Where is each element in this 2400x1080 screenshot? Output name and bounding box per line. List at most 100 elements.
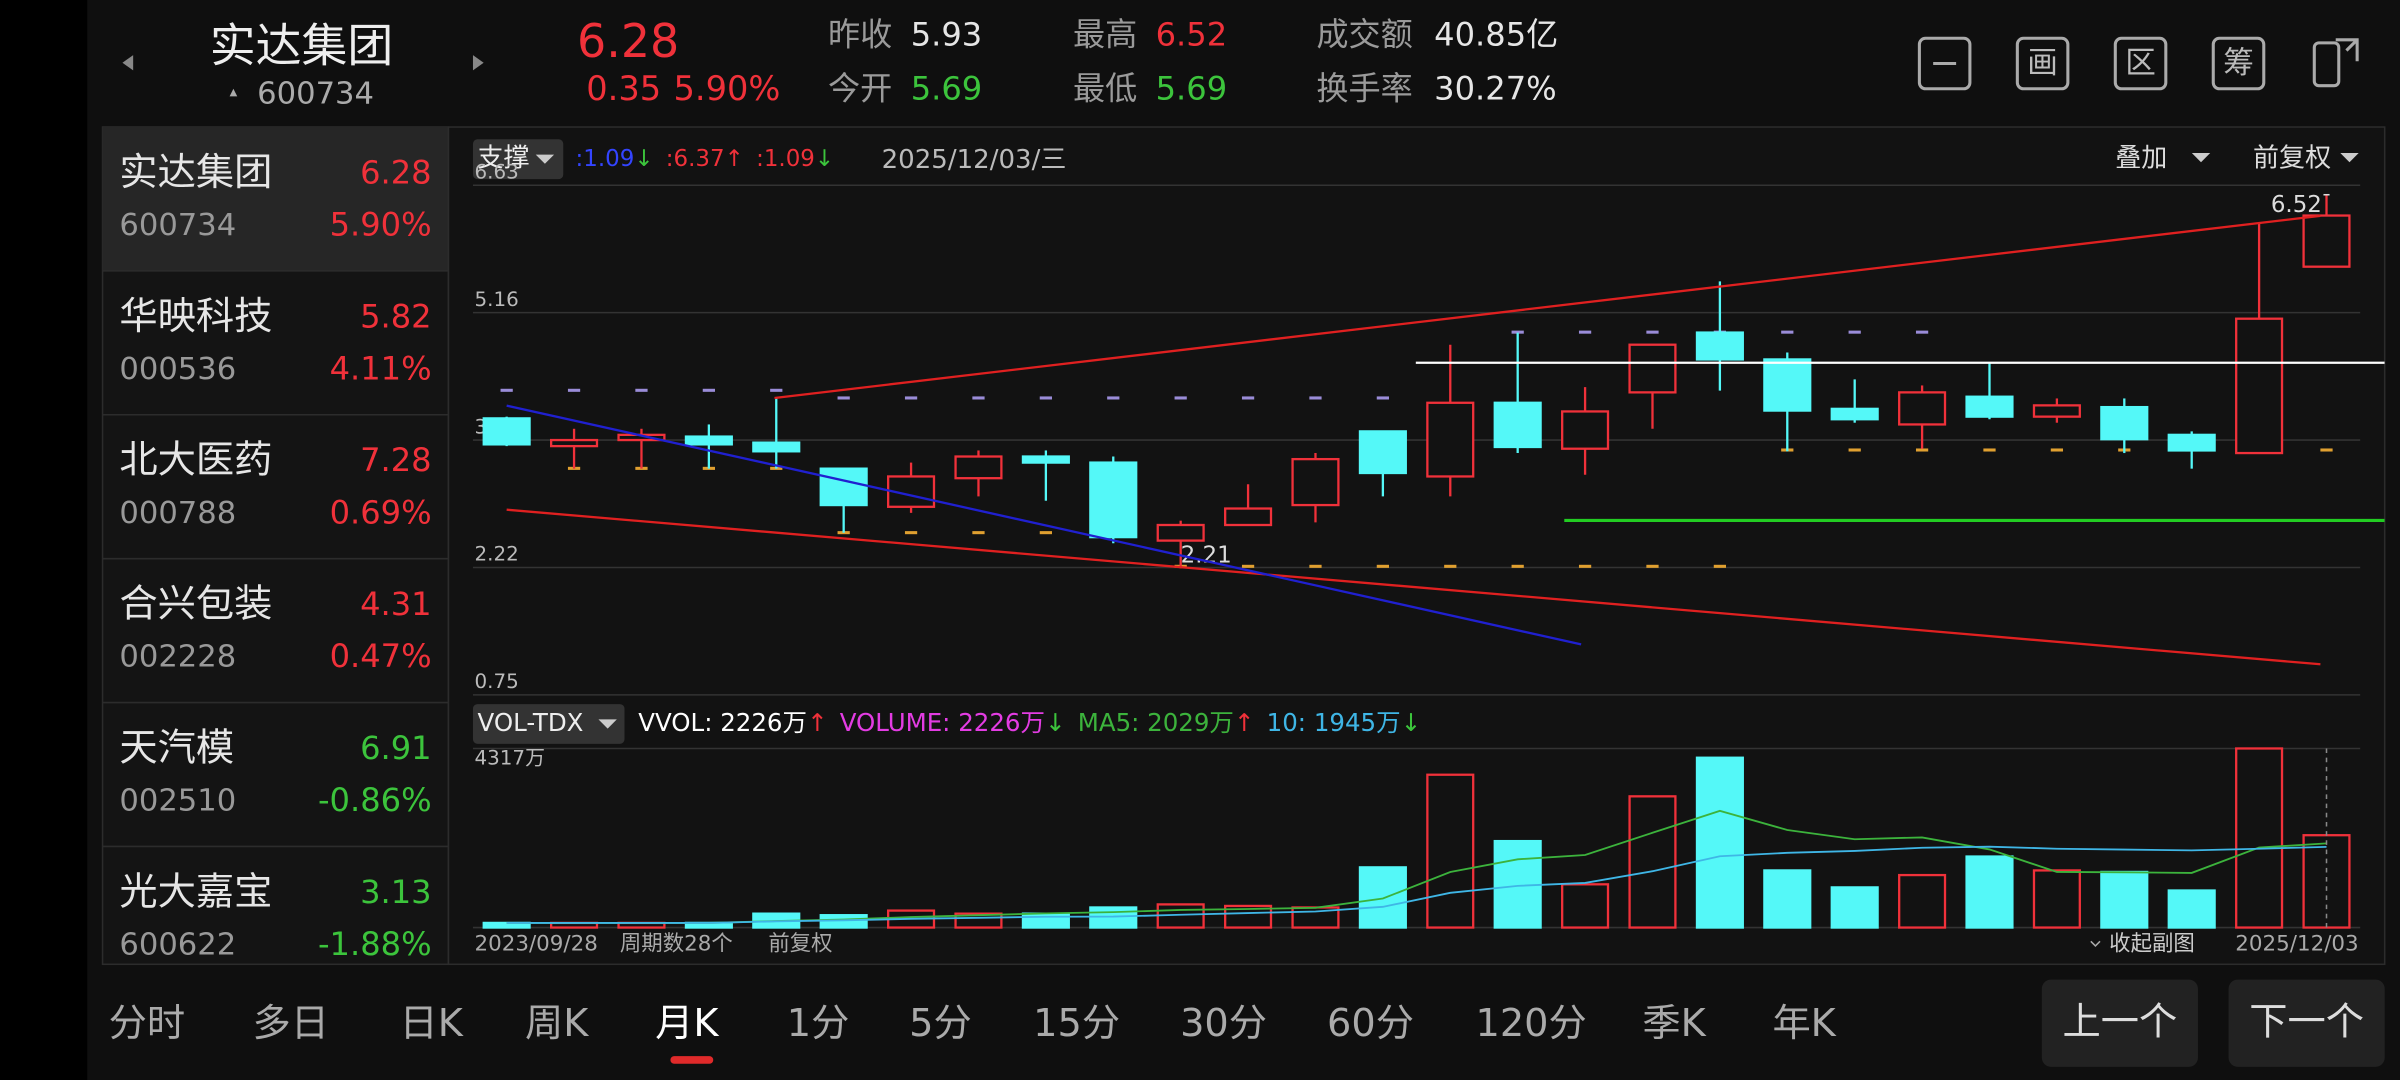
nav-button-label: 上一个 <box>2063 999 2178 1044</box>
indicator-caret <box>535 154 555 164</box>
legend-value: MA5: 2029万 <box>1078 708 1234 737</box>
stat-label: 昨收 <box>828 16 892 54</box>
legend-arrow: ↑ <box>725 146 744 172</box>
watch-name[interactable]: 光大嘉宝 <box>119 869 272 914</box>
collapse-sub-chart[interactable]: 收起副图 <box>2109 931 2195 956</box>
tool-icon[interactable] <box>2015 36 2070 91</box>
switch-icon[interactable] <box>2312 41 2341 88</box>
period-tab[interactable]: 15分 <box>1033 1001 1120 1046</box>
period-tab[interactable]: 5分 <box>909 1001 972 1046</box>
legend-arrow: ↓ <box>815 146 834 172</box>
watch-price: 6.91 <box>360 729 432 767</box>
legend-arrow: ↑ <box>807 708 828 737</box>
watchlist: 实达集团 6.28 600734 5.90% 华映科技 5.82 000536 4.11% 北大… <box>102 127 449 963</box>
watch-name[interactable]: 天汽模 <box>119 726 234 771</box>
volume-bar <box>2235 747 2284 929</box>
candle-body <box>1628 343 1677 394</box>
legend-value: VOLUME: 2226万 <box>840 708 1045 737</box>
candle-body <box>1898 391 1947 426</box>
price-change-pct: 5.90% <box>673 69 780 108</box>
period-tab[interactable]: 1分 <box>787 1001 850 1046</box>
candle-body <box>752 441 801 453</box>
stat-label: 最高 <box>1073 16 1137 54</box>
candle-body <box>1965 395 2014 418</box>
watch-code: 002228 <box>119 640 236 675</box>
candle-body <box>2235 317 2284 455</box>
volume-bar <box>1426 773 1475 929</box>
tool-label: 筹 <box>2223 46 2254 81</box>
candle-body <box>2100 405 2149 441</box>
watch-price: 6.28 <box>360 153 432 191</box>
last-price: 6.28 <box>577 14 679 68</box>
price-chart: 6.635.163.692.220.756.522.21 <box>472 160 2361 696</box>
overlay-button[interactable]: 叠加 <box>2115 144 2167 174</box>
legend-arrow: ↓ <box>1401 708 1422 737</box>
period-tab[interactable]: 周K <box>525 1001 589 1046</box>
volume-bar <box>2167 889 2216 929</box>
tool-icon[interactable] <box>2113 36 2168 91</box>
candle-body <box>1021 455 1070 464</box>
watch-code: 600622 <box>119 927 236 962</box>
volume-bar <box>1695 756 1744 929</box>
period-tab[interactable]: 30分 <box>1180 1001 1267 1046</box>
watch-code: 000788 <box>119 496 236 531</box>
watch-name[interactable]: 实达集团 <box>119 150 272 195</box>
tool-icon[interactable] <box>2211 36 2266 91</box>
collapse-icon[interactable] <box>1917 36 1972 91</box>
ma-line <box>506 845 2327 924</box>
vol-legend: VVOL: 2226万↑ VOLUME: 2226万↓ MA5: 2029万↑ 10:… <box>638 708 1421 737</box>
stat-value: 40.85亿 <box>1434 16 1558 54</box>
period-tab[interactable]: 日K <box>399 1001 463 1046</box>
watch-name[interactable]: 华映科技 <box>119 294 272 339</box>
watch-pct: -0.86% <box>318 781 432 819</box>
candle-body <box>1156 523 1205 542</box>
vol-indicator-button[interactable] <box>472 704 625 744</box>
watch-pct: 0.69% <box>330 493 432 531</box>
candle-body <box>1426 401 1475 478</box>
stat-value: 5.93 <box>911 16 983 54</box>
period-tab[interactable]: 月K <box>655 1001 719 1046</box>
legend-value: VVOL: 2226万 <box>638 708 807 737</box>
period-tab[interactable]: 60分 <box>1327 1001 1414 1046</box>
period-tab[interactable]: 120分 <box>1476 1001 1587 1046</box>
candle-body <box>1830 407 1879 421</box>
nav-button[interactable] <box>2228 979 2385 1067</box>
stat-label: 今开 <box>828 69 892 107</box>
y-tick-label: 2.22 <box>474 543 518 566</box>
volume-bar <box>1358 866 1407 929</box>
legend-value: :6.37 <box>666 146 725 172</box>
volume-bar <box>1965 855 2014 929</box>
prev-stock-arrow[interactable] <box>122 55 134 71</box>
candle-body <box>1763 358 1812 412</box>
watch-name[interactable]: 北大医药 <box>119 438 272 483</box>
indicator-button[interactable] <box>472 139 564 180</box>
adjust-button[interactable]: 前复权 <box>2253 144 2331 174</box>
period-tab[interactable]: 季K <box>1642 1001 1706 1046</box>
volume-bar <box>2100 870 2149 929</box>
legend-value: :1.09 <box>756 146 815 172</box>
next-stock-arrow[interactable] <box>472 55 484 71</box>
period-tab[interactable]: 年K <box>1772 1001 1836 1046</box>
watch-name[interactable]: 合兴包装 <box>119 582 272 627</box>
period-tab[interactable]: 分时 <box>109 1001 185 1046</box>
nav-button[interactable] <box>2041 979 2198 1067</box>
period-tab[interactable]: 多日 <box>253 1001 329 1046</box>
watch-code: 000536 <box>119 352 236 387</box>
watch-price: 7.28 <box>360 441 432 479</box>
volume-chart: 4317万 <box>472 747 2361 929</box>
active-tab-indicator <box>670 1056 714 1064</box>
volume-bar <box>1830 886 1879 929</box>
switch-icon-arrow <box>2335 38 2359 62</box>
candle-body <box>2032 404 2081 418</box>
price-change: 0.35 <box>586 69 661 108</box>
volume-bar <box>1628 795 1677 929</box>
candle-body <box>549 438 599 448</box>
watch-price: 3.13 <box>360 873 432 911</box>
adjust-mode: 前复权 <box>768 931 832 956</box>
vol-indicator-name: VOL-TDX <box>478 708 584 737</box>
stat-label: 成交额 <box>1316 16 1412 54</box>
candle-body <box>1493 401 1542 449</box>
watch-pct: -1.88% <box>318 925 432 963</box>
